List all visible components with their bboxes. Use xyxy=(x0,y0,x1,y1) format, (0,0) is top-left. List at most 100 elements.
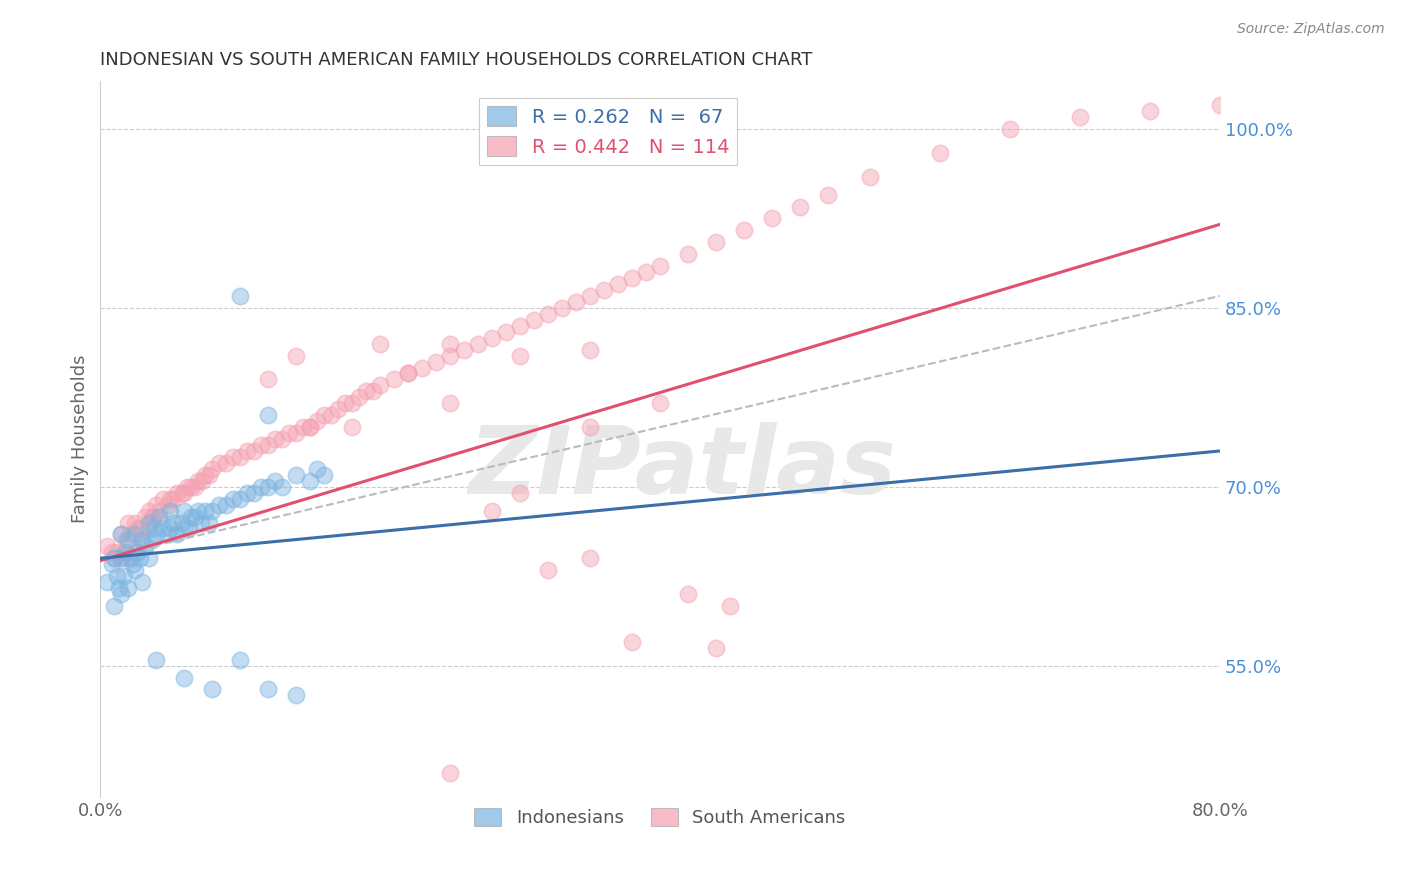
Point xyxy=(621,634,644,648)
Point xyxy=(565,294,588,309)
Point xyxy=(285,689,308,703)
Point xyxy=(156,527,179,541)
Point xyxy=(368,378,391,392)
Point xyxy=(159,503,181,517)
Point xyxy=(607,277,630,291)
Point xyxy=(1209,98,1232,112)
Point xyxy=(128,521,150,535)
Point xyxy=(368,336,391,351)
Point xyxy=(117,516,139,530)
Point xyxy=(509,349,531,363)
Point xyxy=(110,527,132,541)
Text: INDONESIAN VS SOUTH AMERICAN FAMILY HOUSEHOLDS CORRELATION CHART: INDONESIAN VS SOUTH AMERICAN FAMILY HOUS… xyxy=(100,51,813,69)
Point xyxy=(208,498,231,512)
Point xyxy=(124,527,146,541)
Point xyxy=(382,372,405,386)
Point xyxy=(761,211,783,226)
Point xyxy=(201,462,224,476)
Point xyxy=(170,516,193,530)
Point xyxy=(112,545,135,559)
Point xyxy=(173,521,195,535)
Point xyxy=(439,349,461,363)
Point xyxy=(127,545,149,559)
Point xyxy=(299,420,322,434)
Point xyxy=(481,503,503,517)
Point xyxy=(142,509,165,524)
Point xyxy=(96,540,118,554)
Point xyxy=(105,545,128,559)
Point xyxy=(396,367,419,381)
Point xyxy=(495,325,517,339)
Point xyxy=(117,533,139,548)
Point xyxy=(229,289,252,303)
Point xyxy=(229,491,252,506)
Point xyxy=(648,259,671,273)
Point xyxy=(134,540,156,554)
Point xyxy=(817,187,839,202)
Point xyxy=(579,343,602,357)
Point xyxy=(1069,110,1091,124)
Point xyxy=(187,474,209,488)
Point xyxy=(159,521,181,535)
Point xyxy=(148,509,170,524)
Point xyxy=(114,533,136,548)
Point xyxy=(180,509,202,524)
Point xyxy=(120,527,142,541)
Point xyxy=(257,682,280,697)
Legend: Indonesians, South Americans: Indonesians, South Americans xyxy=(467,800,853,834)
Point xyxy=(1139,104,1161,119)
Point xyxy=(124,516,146,530)
Point xyxy=(187,503,209,517)
Point xyxy=(634,265,657,279)
Point xyxy=(145,653,167,667)
Point xyxy=(439,766,461,780)
Point xyxy=(201,503,224,517)
Point xyxy=(593,283,616,297)
Point xyxy=(138,521,160,535)
Point xyxy=(718,599,741,613)
Point xyxy=(321,408,343,422)
Point xyxy=(467,336,489,351)
Point xyxy=(198,516,221,530)
Point xyxy=(676,247,699,261)
Point xyxy=(278,426,301,441)
Point xyxy=(201,682,224,697)
Point xyxy=(162,516,184,530)
Point xyxy=(509,318,531,333)
Point xyxy=(222,491,245,506)
Point xyxy=(453,343,475,357)
Point xyxy=(250,480,273,494)
Point xyxy=(127,521,149,535)
Point xyxy=(148,503,170,517)
Point xyxy=(215,456,238,470)
Point xyxy=(648,396,671,410)
Point xyxy=(117,581,139,595)
Point xyxy=(621,271,644,285)
Point xyxy=(103,551,125,566)
Point xyxy=(285,349,308,363)
Point xyxy=(537,563,560,577)
Point xyxy=(208,456,231,470)
Point xyxy=(257,408,280,422)
Point xyxy=(121,558,143,572)
Y-axis label: Family Households: Family Households xyxy=(72,355,89,524)
Point xyxy=(96,575,118,590)
Point xyxy=(243,485,266,500)
Point xyxy=(159,491,181,506)
Point xyxy=(131,575,153,590)
Point xyxy=(425,354,447,368)
Point xyxy=(789,200,811,214)
Point xyxy=(439,336,461,351)
Point xyxy=(271,432,294,446)
Point xyxy=(342,396,364,410)
Point xyxy=(579,551,602,566)
Point xyxy=(166,527,188,541)
Point xyxy=(704,640,727,655)
Point xyxy=(299,420,322,434)
Point xyxy=(107,581,129,595)
Point xyxy=(112,569,135,583)
Point xyxy=(156,498,179,512)
Point xyxy=(100,545,122,559)
Text: ZIPatlas: ZIPatlas xyxy=(468,422,897,514)
Point xyxy=(704,235,727,250)
